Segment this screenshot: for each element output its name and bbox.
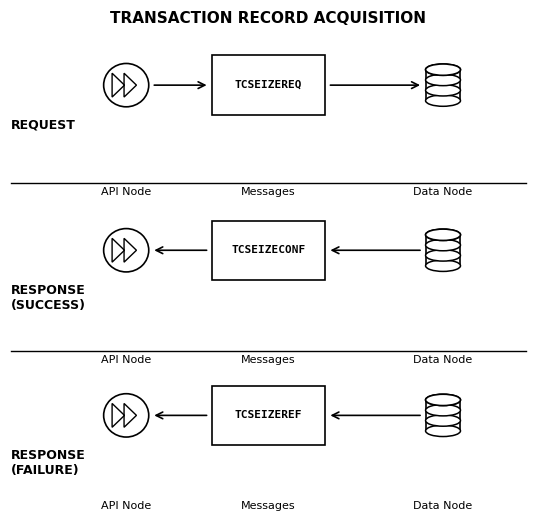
Circle shape [104, 229, 149, 272]
Ellipse shape [425, 74, 460, 86]
Text: Data Node: Data Node [413, 187, 473, 197]
Bar [212, 56, 325, 115]
Text: TCSEIZEREF: TCSEIZEREF [235, 410, 302, 421]
Text: API Node: API Node [101, 501, 151, 511]
Text: Messages: Messages [241, 187, 296, 197]
Ellipse shape [425, 64, 460, 75]
Ellipse shape [425, 250, 460, 261]
Bar [212, 221, 325, 280]
Text: Data Node: Data Node [413, 355, 473, 365]
Ellipse shape [425, 85, 460, 96]
Text: RESPONSE
(SUCCESS): RESPONSE (SUCCESS) [11, 284, 86, 312]
Ellipse shape [425, 394, 460, 406]
Ellipse shape [425, 405, 460, 416]
Ellipse shape [425, 64, 460, 75]
Bar [212, 386, 325, 445]
Text: TCSEIZECONF: TCSEIZECONF [231, 245, 306, 255]
Ellipse shape [425, 229, 460, 240]
Text: API Node: API Node [101, 355, 151, 365]
Text: Messages: Messages [241, 355, 296, 365]
Ellipse shape [425, 239, 460, 251]
Text: TRANSACTION RECORD ACQUISITION: TRANSACTION RECORD ACQUISITION [111, 10, 426, 26]
Text: REQUEST: REQUEST [11, 119, 76, 132]
Text: API Node: API Node [101, 187, 151, 197]
Circle shape [104, 63, 149, 107]
Ellipse shape [425, 260, 460, 271]
Text: Data Node: Data Node [413, 501, 473, 511]
Ellipse shape [425, 95, 460, 106]
Ellipse shape [425, 229, 460, 240]
Text: TCSEIZEREQ: TCSEIZEREQ [235, 80, 302, 90]
Ellipse shape [425, 425, 460, 437]
Text: Messages: Messages [241, 501, 296, 511]
Ellipse shape [425, 415, 460, 426]
Ellipse shape [425, 394, 460, 406]
Circle shape [104, 394, 149, 437]
Text: RESPONSE
(FAILURE): RESPONSE (FAILURE) [11, 449, 85, 477]
